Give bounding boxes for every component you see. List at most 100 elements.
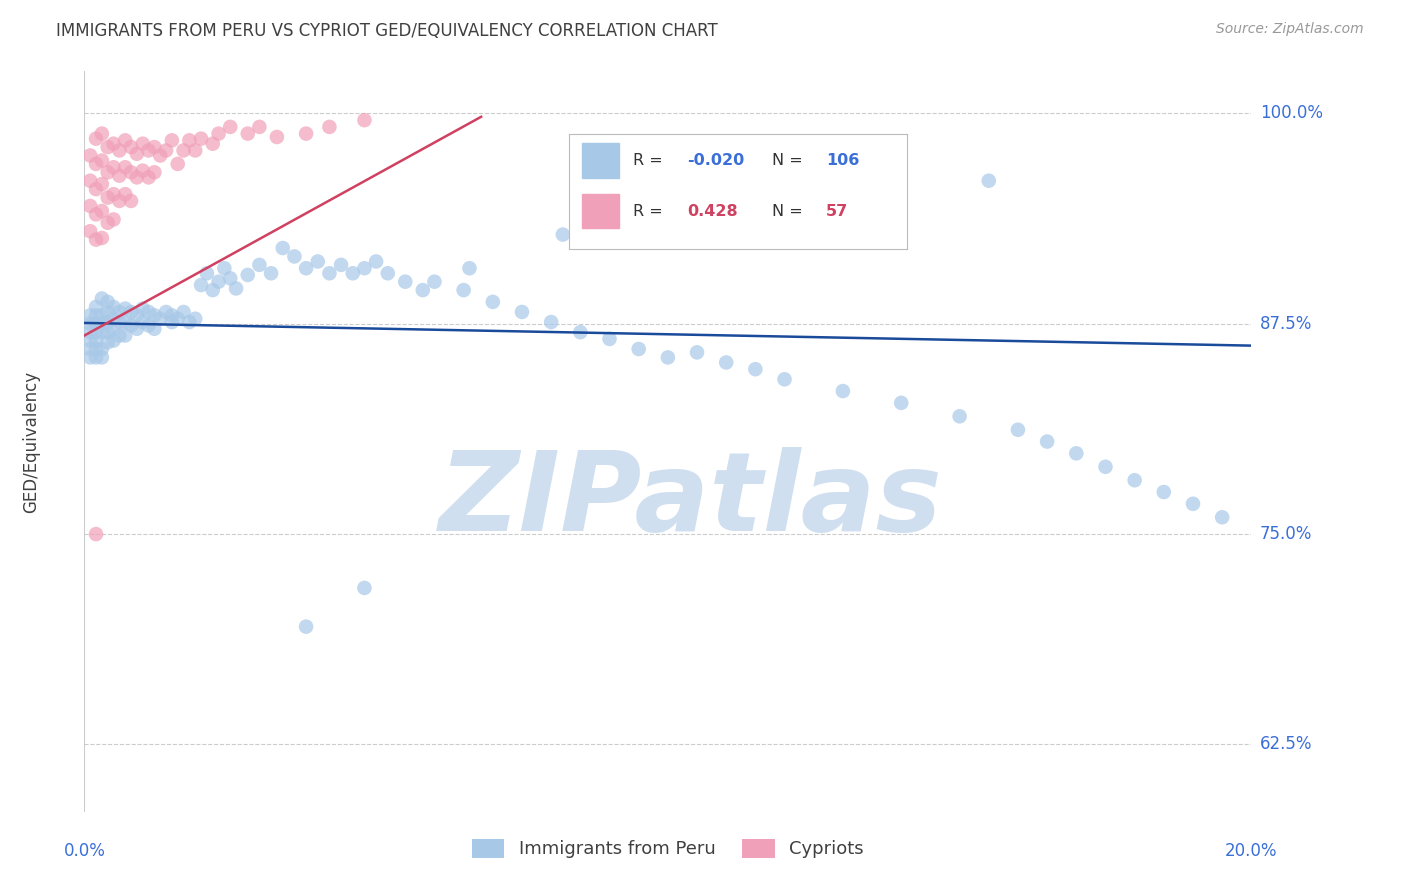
Point (90, 325, 112, 339)
Point (686, 345, 709, 359)
Point (295, 620, 318, 634)
Point (79, 224, 101, 238)
Point (173, 305, 195, 319)
Point (90, 127, 112, 141)
Point (832, 384, 855, 398)
Point (207, 127, 229, 141)
Point (657, 351, 679, 365)
Point (108, 328, 131, 343)
Point (108, 169, 131, 183)
Point (1153, 485, 1175, 500)
Point (84, 309, 107, 323)
Point (103, 334, 125, 348)
Point (125, 309, 148, 323)
Text: Source: ZipAtlas.com: Source: ZipAtlas.com (1216, 22, 1364, 37)
Point (97, 216, 120, 230)
Point (1211, 510, 1233, 524)
Point (551, 227, 574, 242)
Point (79, 309, 101, 323)
Point (79, 317, 101, 331)
Point (540, 315, 562, 329)
Point (160, 309, 183, 323)
Legend: Immigrants from Peru, Cypriots: Immigrants from Peru, Cypriots (464, 831, 872, 865)
Point (84, 342, 107, 356)
Point (569, 325, 592, 339)
Point (1036, 434, 1059, 449)
Point (114, 328, 136, 343)
Point (155, 144, 177, 158)
Point (79, 342, 101, 356)
Point (179, 133, 201, 147)
Point (114, 161, 136, 175)
Point (90, 351, 112, 365)
Point (627, 342, 650, 356)
Point (190, 278, 212, 293)
Point (1123, 473, 1146, 487)
Point (97, 140, 120, 154)
Point (103, 311, 125, 326)
Point (1066, 446, 1088, 460)
Point (453, 283, 475, 297)
Point (236, 268, 259, 282)
Point (160, 133, 183, 147)
Text: 75.0%: 75.0% (1260, 525, 1312, 543)
Point (377, 266, 399, 280)
Point (207, 275, 229, 289)
Point (890, 396, 912, 410)
Point (108, 194, 131, 208)
Point (353, 581, 375, 595)
Point (84, 157, 107, 171)
Point (120, 140, 142, 154)
Point (138, 144, 160, 158)
Point (84, 207, 107, 221)
Point (143, 140, 166, 154)
Text: IMMIGRANTS FROM PERU VS CYPRIOT GED/EQUIVALENCY CORRELATION CHART: IMMIGRANTS FROM PERU VS CYPRIOT GED/EQUI… (56, 22, 718, 40)
Point (236, 127, 259, 141)
Point (84, 527, 107, 541)
Point (103, 212, 125, 227)
Point (184, 144, 207, 158)
Point (120, 305, 142, 319)
Point (103, 322, 125, 336)
Point (225, 281, 247, 295)
Point (744, 362, 766, 376)
Point (97, 325, 120, 339)
Point (97, 294, 120, 309)
Point (307, 254, 329, 268)
Point (143, 165, 166, 179)
Point (97, 305, 120, 319)
Point (125, 322, 148, 336)
Point (120, 194, 142, 208)
Point (125, 170, 148, 185)
Point (84, 317, 107, 331)
Point (977, 174, 1000, 188)
Point (160, 315, 183, 329)
Point (366, 254, 388, 268)
Point (84, 131, 107, 145)
Point (318, 120, 340, 134)
Text: GED/Equivalency: GED/Equivalency (22, 370, 41, 513)
Point (184, 311, 207, 326)
Point (132, 136, 155, 151)
Point (138, 318, 160, 333)
Point (166, 157, 188, 171)
Point (84, 325, 107, 339)
Text: 87.5%: 87.5% (1260, 315, 1312, 333)
Point (149, 148, 172, 162)
Point (219, 271, 242, 285)
Point (103, 136, 125, 151)
Point (773, 372, 796, 386)
Point (120, 165, 142, 179)
Point (201, 283, 224, 297)
Point (342, 266, 364, 280)
Point (179, 315, 201, 329)
Point (132, 301, 155, 316)
Point (90, 204, 112, 219)
Point (173, 144, 195, 158)
Point (283, 249, 305, 263)
Point (155, 305, 177, 319)
Point (108, 315, 131, 329)
Point (832, 187, 855, 202)
Point (510, 305, 533, 319)
Point (97, 190, 120, 204)
